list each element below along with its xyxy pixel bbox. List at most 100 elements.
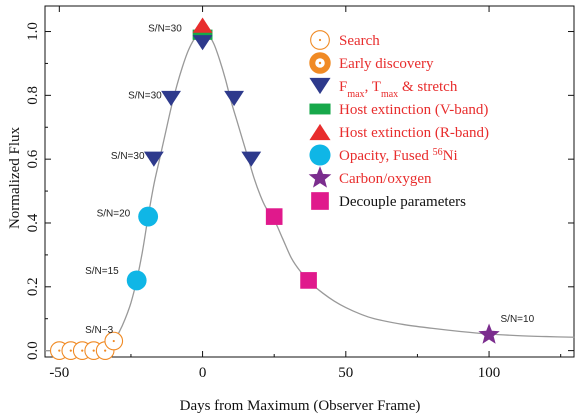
sn-label: S/N~3	[85, 325, 114, 336]
marker-point	[104, 331, 124, 351]
legend-label: Search	[339, 33, 380, 49]
legend-text-part: max	[347, 89, 364, 100]
sn-annotations: S/N=30 S/N=30 S/N=30 S/N=20 S/N=15 S/N~3 S/N=1…	[85, 24, 534, 337]
marker-point-shape	[138, 206, 159, 227]
legend-marker	[311, 192, 329, 210]
light-curve-line	[44, 30, 575, 352]
sn-label: S/N=10	[501, 314, 535, 325]
marker-point-shape	[192, 35, 213, 51]
legend-item: Decouple parameters	[311, 192, 466, 210]
legend-marker	[309, 103, 331, 115]
marker-point	[478, 323, 500, 344]
legend-marker-shape	[309, 77, 331, 95]
legend-marker	[310, 30, 330, 50]
legend-marker-shape	[308, 166, 332, 188]
x-tick-label: 0	[199, 365, 207, 381]
legend-text-part: Early discovery	[339, 56, 434, 72]
marker-point	[192, 35, 213, 51]
legend-marker-shape	[311, 192, 329, 210]
marker-point-dot	[104, 349, 107, 352]
legend-marker-shape	[309, 123, 331, 141]
marker-point	[192, 17, 213, 33]
marker-point-shape	[265, 208, 283, 225]
legend-text-part: Ni	[443, 148, 458, 164]
marker-point-shape	[192, 29, 213, 40]
marker-point	[161, 90, 181, 107]
marker-point-shape	[478, 323, 500, 344]
y-axis-title: Normalized Flux	[7, 126, 23, 229]
legend-text-part: Opacity, Fused	[339, 148, 433, 164]
legend-item: Early discovery	[309, 52, 434, 74]
legend-marker	[308, 166, 332, 188]
plot-frame	[44, 5, 575, 358]
marker-point-shape	[161, 90, 181, 107]
y-tick-label: 0.2	[25, 277, 41, 296]
axes: -50 0 50 100 0.0 0.2 0.4 0.6 0.8 1.0	[25, 5, 575, 381]
marker-point	[126, 270, 147, 291]
legend: Search Early discovery Fmax, Tmax & stretc…	[308, 30, 489, 210]
legend-marker-shape	[309, 103, 331, 115]
marker-point	[265, 208, 283, 225]
x-tick-label: -50	[49, 365, 69, 381]
marker-point	[241, 151, 262, 167]
legend-item: Search	[310, 30, 380, 50]
legend-item: Carbon/oxygen	[308, 166, 432, 188]
x-axis-title: Days from Maximum (Observer Frame)	[180, 398, 421, 414]
legend-text-part: Host extinction (V-band)	[339, 102, 488, 118]
legend-marker-dot	[318, 61, 322, 65]
marker-point-dot	[92, 349, 95, 352]
legend-label: Host extinction (V-band)	[339, 102, 488, 118]
y-tick-label: 1.0	[25, 22, 41, 41]
marker-point-dot	[112, 339, 115, 343]
sn-label: S/N=30	[148, 24, 182, 35]
legend-text-part: F	[339, 79, 347, 95]
legend-marker	[309, 123, 331, 141]
marker-point	[138, 206, 159, 227]
legend-text-part: Decouple parameters	[339, 194, 466, 210]
legend-text-part: 56	[433, 147, 443, 158]
legend-item: Host extinction (V-band)	[309, 102, 488, 118]
legend-item: Opacity, Fused 56Ni	[309, 144, 458, 166]
legend-text-part: Carbon/oxygen	[339, 171, 432, 187]
legend-text-part: & stretch	[398, 79, 458, 95]
legend-marker	[309, 144, 331, 166]
legend-text-part: max	[381, 89, 398, 100]
legend-label: Opacity, Fused 56Ni	[339, 147, 458, 165]
marker-point-shape	[300, 272, 317, 289]
legend-label: Fmax, Tmax & stretch	[339, 79, 458, 100]
marker-point	[300, 272, 317, 289]
legend-marker-shape	[309, 144, 331, 166]
marker-point	[143, 151, 164, 167]
x-tick-label: 100	[478, 365, 501, 381]
legend-label: Carbon/oxygen	[339, 171, 432, 187]
marker-point-shape	[192, 17, 213, 33]
light-curve	[44, 30, 575, 352]
legend-label: Decouple parameters	[339, 194, 466, 210]
sn-label: S/N=20	[97, 209, 131, 220]
marker-point-shape	[224, 90, 245, 107]
y-tick-label: 0.0	[25, 341, 41, 360]
legend-label: Early discovery	[339, 56, 434, 72]
marker-point	[224, 90, 245, 107]
marker-point-shape	[143, 151, 164, 167]
legend-label: Host extinction (R-band)	[339, 125, 489, 141]
legend-marker-dot	[318, 38, 322, 42]
legend-text-part: Host extinction (R-band)	[339, 125, 489, 141]
y-tick-label: 0.6	[25, 149, 41, 168]
marker-point-dot	[58, 349, 61, 352]
marker-point-dot	[81, 349, 84, 352]
marker-point-shape	[241, 151, 262, 167]
y-tick-label: 0.4	[25, 213, 41, 232]
legend-item: Host extinction (R-band)	[309, 123, 489, 141]
y-tick-label: 0.8	[25, 86, 41, 105]
legend-text-part: , T	[365, 79, 381, 95]
sn-label: S/N=30	[128, 91, 162, 102]
legend-marker	[309, 52, 331, 74]
marker-point-dot	[69, 349, 72, 352]
x-tick-label: 50	[338, 365, 353, 381]
sn-label: S/N=15	[85, 266, 119, 277]
marker-point-shape	[126, 270, 147, 291]
marker-point	[192, 29, 213, 40]
legend-marker	[309, 77, 331, 95]
